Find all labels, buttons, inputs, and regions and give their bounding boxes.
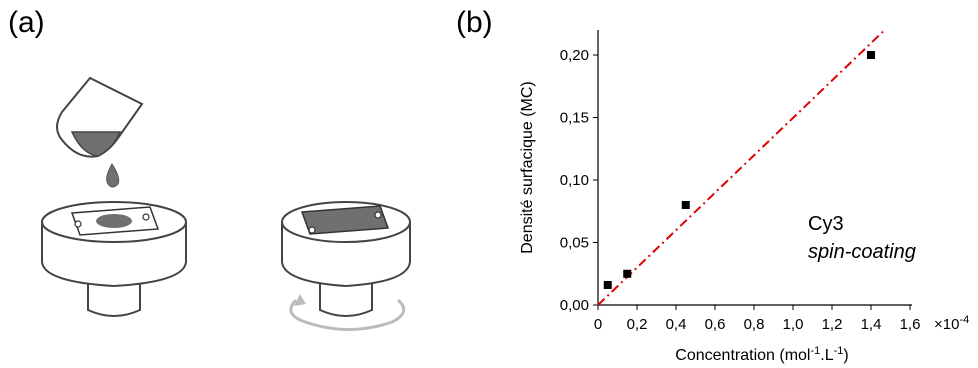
y-tick-label: 0,00 [560, 297, 589, 314]
annotation-line-1: Cy3 [808, 213, 844, 235]
spin-coating-illustration [41, 76, 411, 331]
x-tick-label: 0,6 [705, 316, 726, 333]
y-tick-label: 0,20 [560, 47, 589, 64]
data-point [867, 51, 875, 59]
x-tick-label: 1,0 [783, 316, 804, 333]
data-point [603, 281, 612, 289]
x-tick-label: 0,8 [744, 316, 765, 333]
data-point [681, 201, 690, 209]
fit-line [597, 29, 886, 306]
droplet-icon [106, 163, 120, 188]
x-tick-label: 0,2 [627, 316, 648, 333]
y-tick-label: 0,10 [560, 172, 589, 189]
x-axis-multiplier: ×10-4 [934, 314, 969, 333]
spin-coater-with-drop-icon [41, 201, 187, 317]
x-tick-label: 0,4 [666, 316, 687, 333]
data-point [623, 269, 632, 278]
x-tick-label: 0 [594, 316, 602, 333]
rotation-arrow-icon [289, 294, 406, 331]
y-tick-label: 0,05 [560, 235, 589, 252]
x-tick-label: 1,2 [822, 316, 843, 333]
spin-coater-coated-icon [281, 201, 411, 317]
y-axis-title: Densité surfacique (MC) [519, 81, 536, 254]
annotation-line-2: spin-coating [808, 241, 916, 263]
x-tick-label: 1,4 [861, 316, 882, 333]
panel-label-a: (a) [8, 6, 45, 39]
y-tick-label: 0,15 [560, 110, 589, 127]
pipette-icon [56, 76, 144, 158]
x-tick-label: 1,6 [900, 316, 921, 333]
x-axis-title: Concentration (mol-1.L-1) [675, 345, 848, 364]
panel-label-b: (b) [456, 6, 493, 39]
